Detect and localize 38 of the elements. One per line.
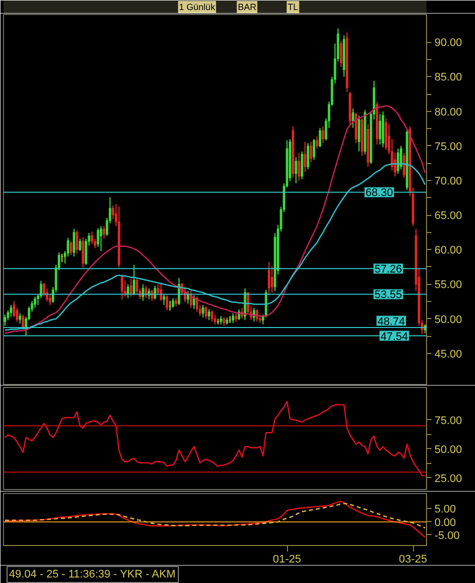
text: BAR bbox=[238, 2, 257, 12]
ref-line-label: 47.54 bbox=[380, 330, 408, 343]
line-series bbox=[4, 400, 426, 476]
ref-line-label: 68.30 bbox=[366, 187, 394, 200]
y-tick-label: 50.00 bbox=[434, 444, 462, 456]
y-tick-label: 45.00 bbox=[434, 348, 462, 360]
y-tick-label: 55.00 bbox=[434, 279, 462, 292]
x-tick-label: 03-25 bbox=[398, 554, 428, 566]
line-series bbox=[4, 105, 426, 334]
line-series bbox=[4, 500, 426, 538]
candlestick bbox=[18, 312, 22, 324]
y-tick-label: -5.00 bbox=[434, 530, 460, 542]
y-tick-label: 80.00 bbox=[434, 106, 462, 118]
ref-line-label: 48.74 bbox=[378, 316, 406, 328]
candlestick bbox=[162, 293, 166, 306]
y-tick-label: 90.00 bbox=[434, 37, 462, 50]
candlestick bbox=[232, 312, 234, 324]
candlestick bbox=[208, 308, 210, 321]
y-tick-label: 50.00 bbox=[434, 314, 462, 326]
ref-line-label: 53.55 bbox=[374, 289, 402, 302]
y-tick-label: 70.00 bbox=[434, 175, 462, 188]
ref-line-label: 57.26 bbox=[374, 264, 402, 276]
y-tick-label: 60.00 bbox=[434, 244, 462, 257]
candlestick bbox=[214, 314, 216, 325]
text: TL bbox=[288, 2, 298, 12]
text: 1 Günlük bbox=[179, 2, 216, 12]
y-tick-label: 75.00 bbox=[434, 140, 462, 153]
y-tick-label: 85.00 bbox=[434, 72, 462, 84]
candlestick bbox=[102, 226, 106, 240]
line-series bbox=[4, 502, 426, 529]
y-tick-label: 0.00 bbox=[434, 516, 456, 529]
y-tick-label: 65.00 bbox=[434, 210, 462, 222]
y-tick-label: 75.00 bbox=[434, 414, 462, 427]
y-tick-label: 5.00 bbox=[434, 504, 456, 516]
text: 49.04 - 25 - 11:36:39 - YKR - AKM bbox=[9, 568, 176, 580]
y-tick-label: 25.00 bbox=[434, 472, 462, 485]
candlestick bbox=[4, 314, 6, 326]
x-tick-label: 01-25 bbox=[272, 554, 302, 566]
